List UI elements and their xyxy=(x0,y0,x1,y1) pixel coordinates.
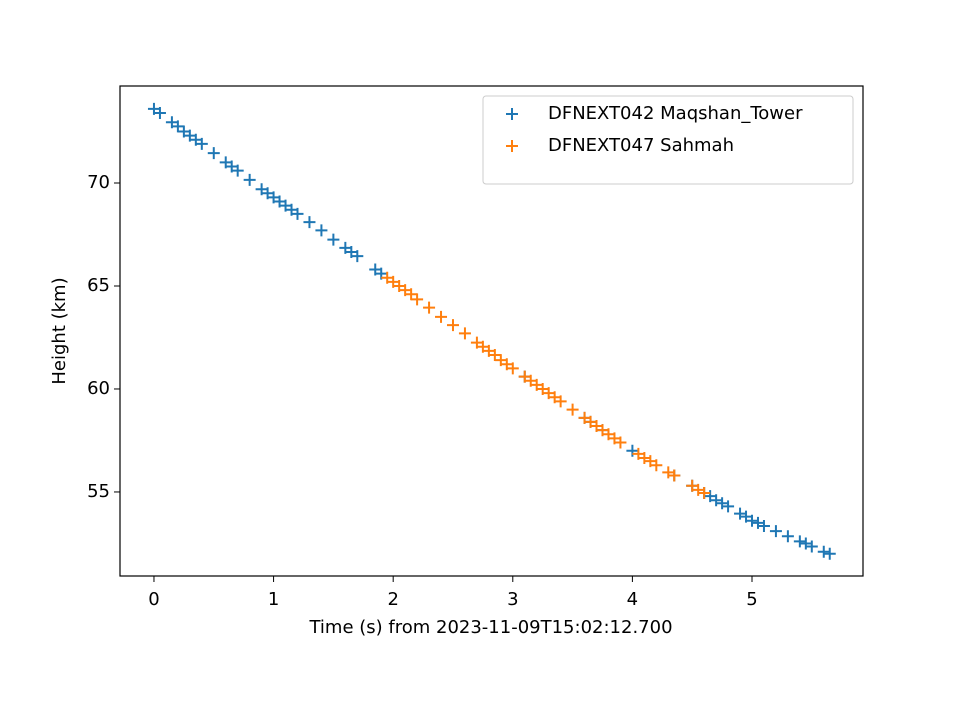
point xyxy=(805,540,818,553)
point xyxy=(351,250,364,263)
point xyxy=(566,403,579,416)
point xyxy=(231,164,244,177)
point xyxy=(291,207,304,220)
point xyxy=(650,459,663,472)
point xyxy=(195,137,208,150)
point xyxy=(734,507,747,520)
point xyxy=(446,319,459,332)
x-axis-label: Time (s) from 2023-11-09T15:02:12.700 xyxy=(308,617,672,638)
x-tick-label: 1 xyxy=(268,589,279,610)
plot-frame xyxy=(119,85,864,577)
x-tick-label: 3 xyxy=(507,589,518,610)
point xyxy=(423,301,436,314)
x-tick-label: 0 xyxy=(148,589,159,610)
y-tick-label: 65 xyxy=(87,275,110,296)
point xyxy=(746,514,759,527)
point xyxy=(769,525,782,538)
y-tick-label: 60 xyxy=(87,378,110,399)
point xyxy=(698,486,711,499)
point xyxy=(799,537,812,550)
point xyxy=(554,395,567,408)
point xyxy=(668,469,681,482)
legend-label: DFNEXT042 Maqshan_Tower xyxy=(548,103,803,124)
point xyxy=(488,348,501,361)
point xyxy=(506,362,519,375)
point xyxy=(751,516,764,529)
x-tick-label: 4 xyxy=(627,589,638,610)
point xyxy=(614,436,627,449)
legend-box xyxy=(482,95,854,185)
x-tick-label: 5 xyxy=(746,589,757,610)
y-tick-label: 70 xyxy=(87,172,110,193)
point xyxy=(207,147,220,160)
point xyxy=(405,288,418,301)
point xyxy=(411,293,424,306)
point xyxy=(757,519,770,532)
point xyxy=(781,530,794,543)
point xyxy=(153,106,166,119)
point xyxy=(817,545,830,558)
point xyxy=(327,233,340,246)
legend-marker xyxy=(506,108,518,120)
point xyxy=(435,310,448,323)
y-axis-label: Height (km) xyxy=(49,277,70,384)
legend-label: DFNEXT047 Sahmah xyxy=(548,135,734,156)
point xyxy=(716,497,729,510)
point xyxy=(662,466,675,479)
point xyxy=(171,120,184,133)
point xyxy=(458,327,471,340)
y-tick-label: 55 xyxy=(87,481,110,502)
x-tick-label: 2 xyxy=(387,589,398,610)
legend-marker xyxy=(506,140,518,152)
point xyxy=(243,173,256,186)
point xyxy=(315,224,328,237)
point xyxy=(626,444,639,457)
point xyxy=(303,216,316,229)
point xyxy=(793,535,806,548)
point xyxy=(722,500,735,513)
point xyxy=(823,547,836,560)
